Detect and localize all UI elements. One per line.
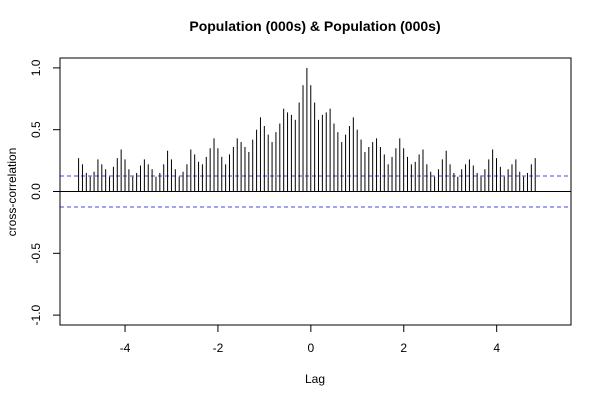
y-tick-label: -0.5 — [29, 243, 43, 264]
y-axis-label: cross-correlation — [5, 148, 19, 237]
y-tick-label: -1.0 — [29, 304, 43, 325]
x-axis: -4 -2 0 2 4 — [120, 324, 500, 355]
y-tick-label: 1.0 — [29, 59, 43, 76]
x-tick-label: -4 — [120, 341, 131, 355]
y-tick-label: 0.0 — [29, 183, 43, 200]
x-tick-label: -2 — [213, 341, 224, 355]
y-tick-label: 0.5 — [29, 121, 43, 138]
x-tick-label: 0 — [308, 341, 315, 355]
y-axis: -1.0 -0.5 0.0 0.5 1.0 — [29, 59, 61, 325]
x-axis-label: Lag — [305, 372, 325, 386]
x-tick-label: 4 — [493, 341, 500, 355]
chart-title: Population (000s) & Population (000s) — [189, 18, 440, 34]
x-tick-label: 2 — [400, 341, 407, 355]
plot-area — [60, 67, 571, 208]
